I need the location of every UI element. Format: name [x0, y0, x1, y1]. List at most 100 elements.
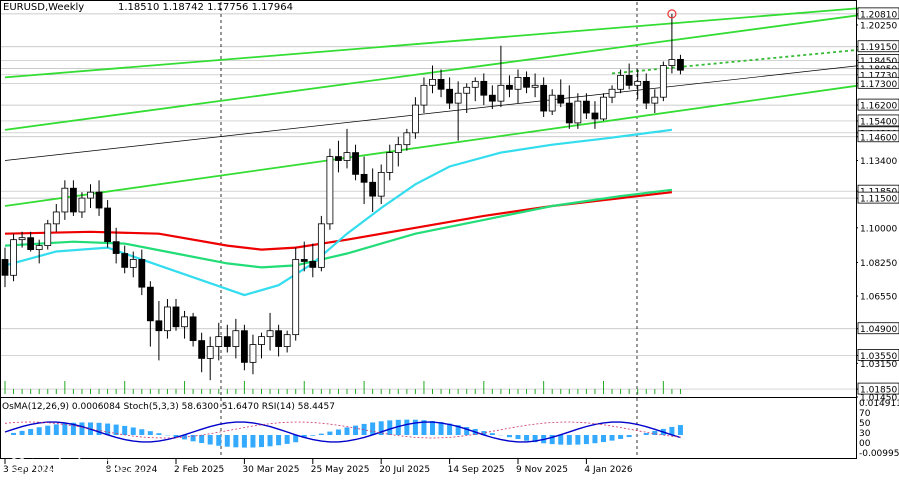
osma-bar [310, 435, 316, 436]
candle [634, 69, 642, 100]
trend-line [4, 65, 861, 161]
candle [591, 101, 599, 129]
osma-bar [395, 419, 401, 435]
svg-text:1.20250: 1.20250 [860, 21, 897, 31]
price-label: 1.11500 [856, 191, 899, 205]
osma-bar [464, 427, 470, 435]
candle [523, 71, 530, 94]
osma-bar [583, 435, 589, 445]
watermark-tagline: Instant Forex Trading [36, 466, 152, 479]
gridlines [0, 2, 856, 458]
svg-text:1.08250: 1.08250 [860, 259, 897, 269]
trend-line [4, 7, 861, 79]
candle [1, 247, 9, 288]
price-label: 1.01850 [856, 382, 899, 396]
osma-bar [139, 429, 145, 435]
time-label: 2 Feb 2025 [174, 465, 224, 475]
osma-bar [652, 430, 658, 435]
candle [531, 73, 539, 98]
osma-bar [70, 422, 76, 435]
candle [326, 148, 334, 230]
svg-text:1.19150: 1.19150 [860, 43, 897, 53]
candle [309, 243, 317, 278]
svg-text:1.14600: 1.14600 [860, 133, 897, 143]
indicator-label: OsMA(12,26,9) 0.0006084 Stoch(5,3,3) 58.… [2, 402, 335, 412]
symbol-label: EURUSD,Weekly [3, 2, 84, 13]
watermark: instaforex Instant Forex Trading [10, 453, 152, 479]
time-label: 9 Nov 2025 [516, 465, 568, 475]
osma-bar [609, 435, 615, 441]
candle [112, 227, 120, 264]
price-label: 1.03150 [856, 360, 897, 370]
time-label: 25 May 2025 [311, 465, 370, 475]
osma-bar [327, 431, 333, 435]
osma-bar [566, 435, 572, 445]
osma-bar [259, 435, 264, 448]
candle [283, 330, 291, 353]
candle [583, 93, 590, 119]
candle [506, 75, 513, 98]
candle [300, 241, 308, 272]
candle [44, 219, 52, 250]
osma-bar [558, 435, 564, 445]
price-label: 1.15400 [856, 114, 899, 127]
price-label: 1.10000 [856, 224, 897, 234]
svg-text:1.01850: 1.01850 [860, 386, 897, 396]
svg-text:1.01450: 1.01450 [860, 394, 897, 404]
candle [18, 231, 26, 248]
price-label: 1.14600 [856, 130, 899, 143]
candle [146, 281, 154, 347]
candle [394, 136, 402, 167]
peak-marker [667, 9, 677, 19]
osma-bar [173, 435, 179, 438]
candle [35, 239, 43, 264]
price-label: 1.17300 [856, 76, 899, 90]
candle [514, 69, 522, 104]
osma-bar [96, 422, 102, 435]
osma-bar [233, 435, 239, 448]
osma-bar [669, 426, 675, 435]
indicator-axis-label: 50 [859, 419, 871, 429]
svg-text:1.15400: 1.15400 [860, 117, 897, 127]
price-label: 1.03550 [856, 349, 899, 362]
price-label: 1.08250 [856, 259, 897, 269]
candle [651, 89, 659, 114]
candle [155, 301, 163, 361]
osma-bar [335, 429, 341, 435]
svg-text:1.10000: 1.10000 [860, 224, 897, 234]
candle [429, 65, 436, 94]
time-label: 30 Mar 2025 [242, 465, 299, 475]
candle [215, 322, 223, 361]
candle [121, 245, 129, 274]
osma-bar [36, 427, 42, 435]
trend-line [4, 84, 861, 207]
candle [642, 73, 650, 110]
time-label: 20 Jul 2025 [379, 465, 430, 475]
osma-bar [549, 435, 555, 445]
osma-bar [130, 427, 136, 435]
osma-bar [11, 432, 17, 435]
osma-bar [387, 420, 393, 435]
candle [471, 77, 479, 102]
candle [446, 77, 454, 110]
time-label: 14 Sep 2025 [448, 465, 505, 475]
candle [548, 89, 556, 115]
candle [258, 332, 265, 359]
candle [87, 184, 94, 209]
indicator-axis-label: 0.0149116 [859, 399, 899, 409]
osma-bar [524, 435, 530, 441]
price-label: 1.06550 [856, 293, 897, 303]
rsi-line [4, 421, 681, 439]
candle [95, 180, 103, 216]
osma-bar [19, 430, 25, 435]
time-label: 4 Jan 2026 [584, 465, 632, 475]
volume-bars [4, 381, 681, 394]
osma-bar [207, 435, 213, 445]
candle [574, 93, 582, 129]
price-label: 1.04900 [856, 322, 899, 335]
osma-bar [447, 423, 453, 435]
candle [677, 54, 684, 75]
candle [266, 312, 274, 351]
candle [335, 140, 342, 173]
